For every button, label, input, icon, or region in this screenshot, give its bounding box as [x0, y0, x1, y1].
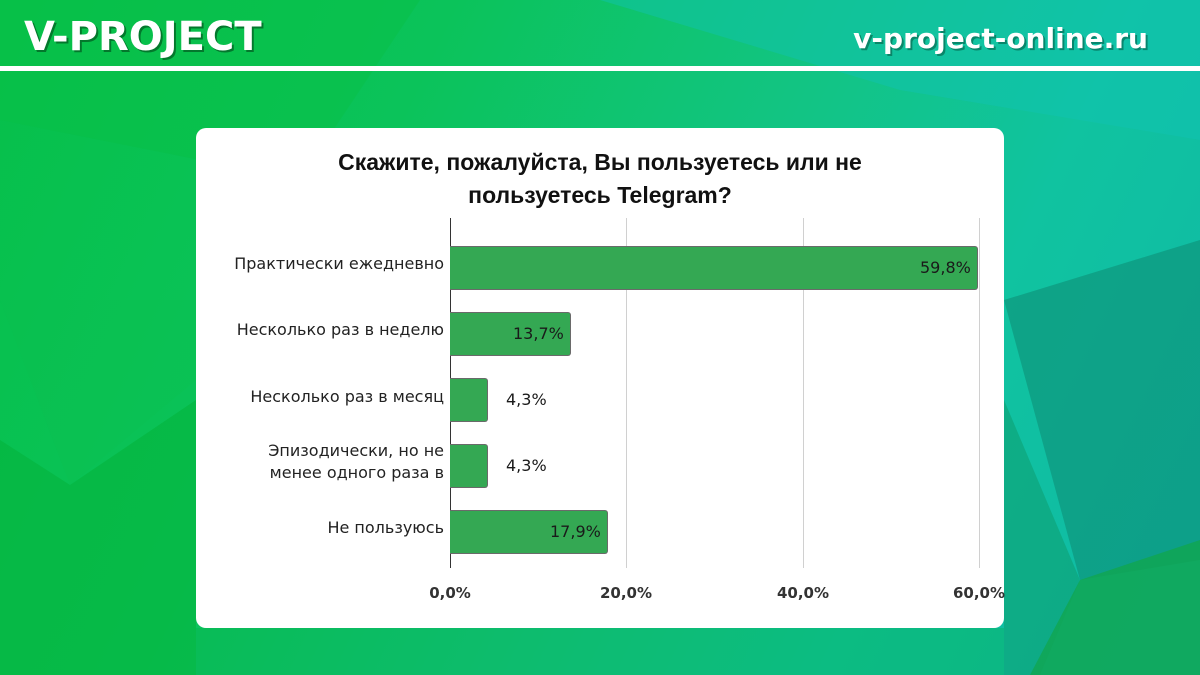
- chart-title-line-1: Скажите, пожалуйста, Вы пользуетесь или …: [338, 149, 862, 175]
- header-divider: [0, 66, 1200, 71]
- category-label: Несколько раз в месяц: [250, 387, 444, 406]
- value-label: 59,8%: [920, 258, 971, 277]
- chart-title: Скажите, пожалуйста, Вы пользуетесь или …: [196, 146, 1004, 212]
- x-tick-label: 20,0%: [599, 584, 653, 602]
- x-tick-label: 60,0%: [952, 584, 1006, 602]
- chart-title-line-2: пользуетесь Telegram?: [468, 182, 732, 208]
- category-label: Эпизодически, но не менее одного раза в: [204, 440, 444, 484]
- category-label: Несколько раз в неделю: [236, 320, 444, 339]
- chart-card: Скажите, пожалуйста, Вы пользуетесь или …: [196, 128, 1005, 628]
- site-url: v-project-online.ru: [853, 22, 1148, 55]
- category-label-line: Эпизодически, но не: [268, 441, 444, 460]
- bar-weekly: [450, 312, 571, 356]
- gridline-20: [626, 218, 627, 568]
- bar-episodic: [450, 444, 488, 488]
- category-label-line: менее одного раза в: [269, 463, 444, 482]
- x-tick-label: 0,0%: [429, 584, 471, 602]
- plot-area: 59,8% 13,7% 4,3% 4,3% 17,9% 0,0% 20,0% 4…: [429, 218, 1005, 602]
- x-tick-label: 40,0%: [776, 584, 830, 602]
- value-label: 4,3%: [506, 390, 547, 409]
- value-label: 4,3%: [506, 456, 547, 475]
- category-label: Не пользуюсь: [327, 518, 444, 537]
- gridline-60: [979, 218, 980, 568]
- bar-daily: [450, 246, 978, 290]
- bar-not-using: [450, 510, 608, 554]
- value-label: 13,7%: [513, 324, 564, 343]
- category-label: Практически ежедневно: [234, 254, 444, 273]
- value-label: 17,9%: [550, 522, 601, 541]
- bar-monthly: [450, 378, 488, 422]
- gridline-40: [803, 218, 804, 568]
- brand-logo-text: V-PROJECT: [24, 14, 262, 60]
